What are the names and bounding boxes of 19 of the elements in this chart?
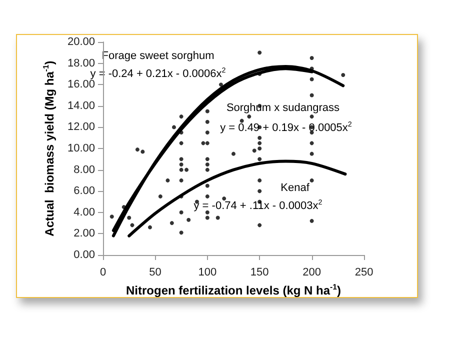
x-tick-label: 100	[198, 266, 217, 278]
y-tick-label: 10.00	[67, 142, 95, 154]
x-tick-label: 250	[354, 266, 374, 278]
y-tick-label: 2.00	[74, 228, 95, 240]
y-tick-label: 6.00	[74, 185, 95, 198]
y-tick-label: 0.00	[74, 249, 95, 261]
y-tick-label: 8.00	[74, 164, 95, 176]
annotation: Sorghum x sudangrass	[226, 102, 340, 114]
annotation: Kenaf	[280, 182, 310, 194]
y-tick-label: 20.00	[67, 36, 95, 48]
x-tick-label: 200	[302, 266, 321, 278]
y-tick-label: 14.00	[67, 100, 95, 112]
x-tick-label: 50	[149, 266, 162, 278]
y-tick-label: 4.00	[74, 206, 95, 218]
x-tick-label: 150	[250, 266, 269, 278]
y-tick-label: 18.00	[67, 57, 95, 70]
y-tick-label: 16.00	[67, 78, 95, 91]
x-tick-label: 0	[100, 266, 106, 278]
y-tick-label: 12.00	[67, 121, 95, 134]
